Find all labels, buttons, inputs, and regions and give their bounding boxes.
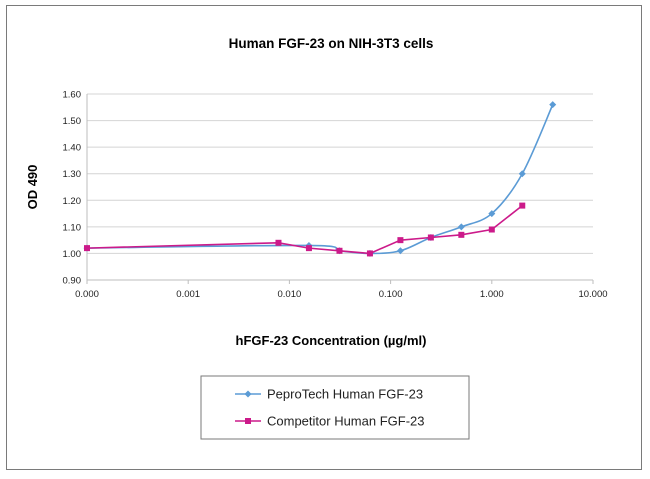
x-tick-label: 10.000 xyxy=(578,289,607,300)
legend-marker xyxy=(244,390,252,398)
legend-item: PeproTech Human FGF-23 xyxy=(235,387,423,402)
x-tick-label: 0.100 xyxy=(379,289,403,300)
legend-box xyxy=(200,375,470,440)
x-axis-title: hFGF-23 Concentration (µg/ml) xyxy=(236,333,427,348)
data-point xyxy=(366,250,373,257)
y-tick-label: 1.40 xyxy=(63,143,82,154)
legend-label: Competitor Human FGF-23 xyxy=(267,414,425,429)
y-tick-label: 1.30 xyxy=(63,169,82,180)
series-2 xyxy=(84,202,526,257)
x-tick-label: 0.000 xyxy=(75,289,99,300)
data-point xyxy=(519,202,526,209)
data-point xyxy=(396,247,404,255)
x-tick-label: 0.001 xyxy=(176,289,200,300)
data-point xyxy=(458,231,465,238)
y-tick-label: 1.10 xyxy=(63,222,82,233)
legend-marker xyxy=(245,418,251,424)
legend-label: PeproTech Human FGF-23 xyxy=(267,387,423,402)
data-point xyxy=(457,223,465,231)
y-tick-label: 1.20 xyxy=(63,196,82,207)
data-point xyxy=(488,210,496,218)
legend: PeproTech Human FGF-23 Competitor Human F… xyxy=(200,375,470,440)
chart-frame: Human FGF-23 on NIH-3T3 cells 0.90 1.00 1.… xyxy=(6,5,642,470)
data-point xyxy=(275,239,282,246)
data-point xyxy=(336,247,343,254)
y-axis-title: OD 490 xyxy=(25,165,40,210)
series-1 xyxy=(83,101,557,257)
data-point xyxy=(427,234,434,241)
data-point xyxy=(488,226,495,233)
series-line xyxy=(86,204,523,255)
data-point xyxy=(549,101,557,109)
x-tick-label: 0.010 xyxy=(278,289,302,300)
y-tick-label: 0.90 xyxy=(63,276,82,287)
chart-svg: Human FGF-23 on NIH-3T3 cells 0.90 1.00 1.… xyxy=(25,36,608,440)
y-tick-label: 1.60 xyxy=(63,90,82,101)
legend-item: Competitor Human FGF-23 xyxy=(235,414,425,429)
data-point xyxy=(305,245,312,252)
data-point xyxy=(397,237,404,244)
plot-area: 0.90 1.00 1.10 1.20 1.30 1.40 1.50 1.60 0.000 0.0… xyxy=(63,90,608,301)
y-tick-label: 1.00 xyxy=(63,249,82,260)
x-tick-label: 1.000 xyxy=(480,289,504,300)
data-point xyxy=(518,170,526,178)
data-point xyxy=(84,245,90,252)
chart-title: Human FGF-23 on NIH-3T3 cells xyxy=(229,36,434,51)
y-tick-label: 1.50 xyxy=(63,116,82,127)
